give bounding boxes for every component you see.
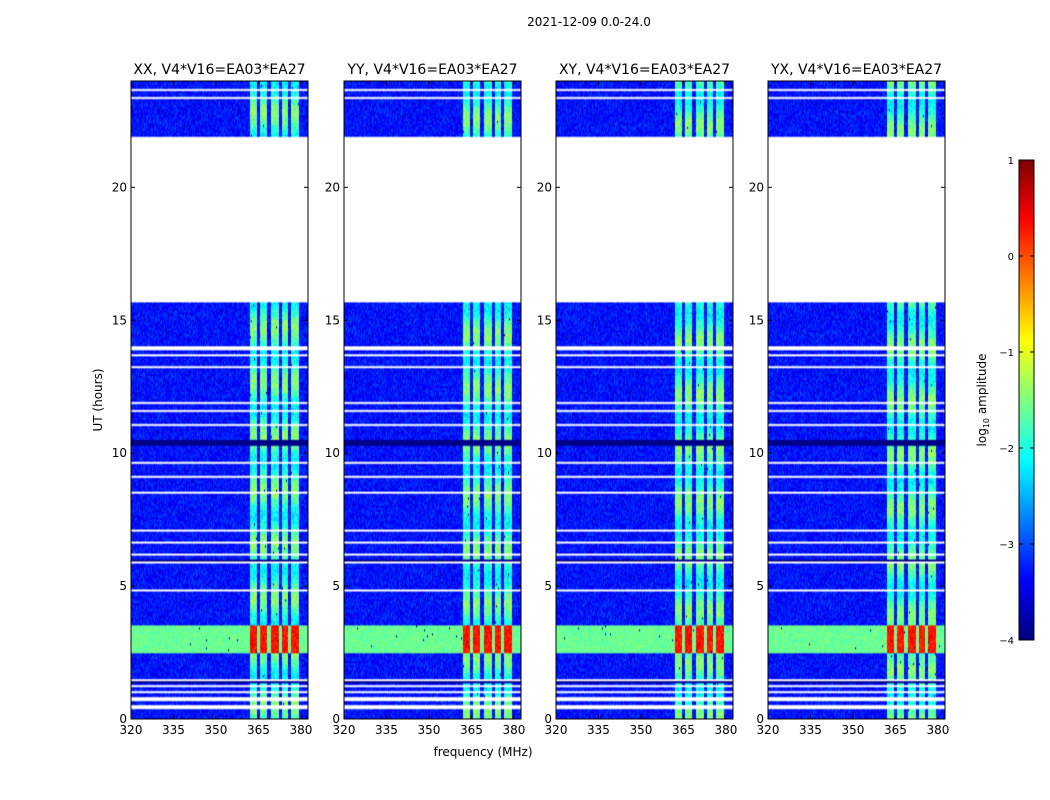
x-tick-label: 320: [545, 723, 568, 737]
y-axis-label: UT (hours): [91, 368, 105, 431]
x-tick-label: 335: [587, 723, 610, 737]
x-tick-label: 335: [799, 723, 822, 737]
colorbar-tick-label: −1: [999, 348, 1014, 359]
colorbar-bar: [1018, 159, 1035, 641]
panels-group: XX, V4*V16=EA03*EA27 320 335 350 365 380 0 5 10 1…: [112, 62, 950, 737]
panel-2: YY, V4*V16=EA03*EA27 320 335 350 365 380 0 5 10 1…: [325, 62, 526, 737]
x-tick-label: 335: [375, 723, 398, 737]
panel-title: XY, V4*V16=EA03*EA27: [559, 62, 730, 78]
panel-3: XY, V4*V16=EA03*EA27 320 335 350 365 380 0 5 10 1…: [537, 62, 738, 737]
panel-frame: [767, 80, 946, 720]
y-tick-label: 10: [112, 446, 127, 460]
colorbar-label: log10 amplitude: [975, 354, 991, 447]
panel-title: XX, V4*V16=EA03*EA27: [133, 62, 305, 78]
y-tick-label: 15: [749, 313, 764, 327]
x-tick-label: 320: [757, 723, 780, 737]
x-tick-label: 380: [289, 723, 312, 737]
y-tick-label: 10: [325, 446, 340, 460]
y-tick-label: 20: [325, 180, 340, 194]
x-tick-label: 350: [418, 723, 441, 737]
x-tick-label: 365: [884, 723, 907, 737]
x-tick-label: 320: [120, 723, 143, 737]
panel-heatmap-image: [131, 81, 308, 719]
y-tick-label: 5: [332, 579, 340, 593]
panel-1: XX, V4*V16=EA03*EA27 320 335 350 365 380 0 5 10 1…: [112, 62, 313, 737]
panel-4: YX, V4*V16=EA03*EA27 320 335 350 365 380 0 5 10 1…: [749, 62, 950, 737]
x-tick-label: 350: [205, 723, 228, 737]
x-tick-label: 380: [502, 723, 525, 737]
y-tick-label: 20: [749, 180, 764, 194]
x-tick-label: 335: [162, 723, 185, 737]
y-tick-label: 5: [119, 579, 127, 593]
y-tick-label: 0: [756, 712, 764, 726]
colorbar-label-part: amplitude: [975, 354, 989, 418]
colorbar-tick-label: −4: [999, 636, 1014, 647]
colorbar-label-part: log: [975, 428, 989, 446]
panel-heatmap-image: [344, 81, 521, 719]
y-tick-label: 15: [325, 313, 340, 327]
x-tick-label: 380: [714, 723, 737, 737]
panel-heatmap-image: [768, 81, 945, 719]
y-tick-label: 10: [749, 446, 764, 460]
x-axis-label: frequency (MHz): [433, 745, 532, 759]
y-tick-label: 0: [119, 712, 127, 726]
panel-title: YY, V4*V16=EA03*EA27: [346, 62, 517, 78]
figure-suptitle: 2021-12-09 0.0-24.0: [527, 15, 651, 29]
y-tick-label: 5: [756, 579, 764, 593]
x-tick-label: 365: [460, 723, 483, 737]
panel-frame: [555, 80, 734, 720]
y-tick-label: 20: [537, 180, 552, 194]
colorbar-label-part: 10: [982, 418, 991, 428]
x-tick-label: 365: [247, 723, 270, 737]
colorbar-tick-label: 0: [1008, 252, 1014, 263]
y-tick-label: 0: [544, 712, 552, 726]
x-tick-label: 380: [926, 723, 949, 737]
y-tick-label: 0: [332, 712, 340, 726]
y-tick-label: 20: [112, 180, 127, 194]
panel-frame: [130, 80, 309, 720]
y-tick-label: 5: [544, 579, 552, 593]
colorbar-tick-label: −3: [999, 540, 1014, 551]
x-tick-label: 365: [672, 723, 695, 737]
colorbar-tick-label: −2: [999, 444, 1014, 455]
x-tick-label: 320: [333, 723, 356, 737]
y-tick-label: 15: [112, 313, 127, 327]
panel-heatmap-image: [556, 81, 733, 719]
panel-title: YX, V4*V16=EA03*EA27: [770, 62, 942, 78]
panel-frame: [343, 80, 522, 720]
y-tick-label: 15: [537, 313, 552, 327]
x-tick-label: 350: [842, 723, 865, 737]
y-tick-label: 10: [537, 446, 552, 460]
colorbar-tick-label: 1: [1008, 156, 1014, 167]
x-tick-label: 350: [630, 723, 653, 737]
